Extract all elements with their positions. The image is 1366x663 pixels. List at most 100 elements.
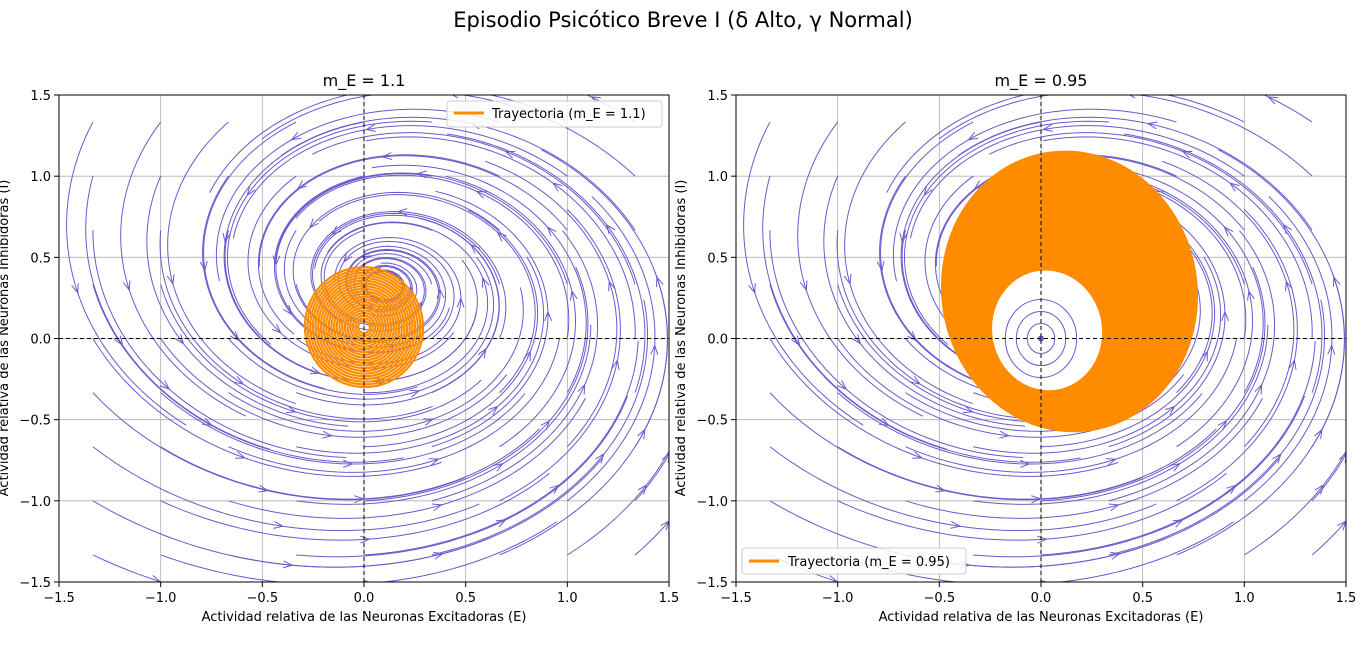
streamline <box>905 458 1280 568</box>
figure-title: Episodio Psicótico Breve I (δ Alto, γ No… <box>453 8 913 32</box>
streamline <box>445 175 577 448</box>
legend-label: Trayectoria (m_E = 1.1) <box>491 107 646 122</box>
stream-arrow <box>906 331 917 342</box>
streamline <box>1122 175 1254 448</box>
stream-arrow <box>322 430 333 439</box>
streamline <box>844 121 973 405</box>
streamline <box>215 108 500 282</box>
streamline <box>120 121 247 417</box>
stream-arrow <box>1165 405 1176 416</box>
stream-arrow <box>309 366 321 375</box>
streamline <box>226 120 432 346</box>
streamline <box>1176 271 1345 556</box>
stream-arrow <box>1040 579 1052 582</box>
streamline <box>769 392 1142 501</box>
tick-marks: −1.5−1.5 −1.0 −1.0 −0.5 −0.5 0.0 0.0 0.5 0.5 1.0 1… <box>696 89 1356 606</box>
streamline <box>228 397 586 519</box>
stream-arrow <box>799 280 808 292</box>
trajectory-loop <box>343 306 385 348</box>
x-tick-label: 1.0 <box>557 591 578 606</box>
legend-box <box>446 100 663 128</box>
stream-arrow <box>910 375 922 385</box>
streamline <box>973 395 1306 558</box>
streamline <box>363 267 589 502</box>
streamline <box>160 521 558 582</box>
stream-arrow <box>637 483 648 495</box>
stream-arrow <box>549 484 560 494</box>
stream-arrow <box>235 451 247 459</box>
y-tick-label: 1.5 <box>707 89 728 104</box>
stream-arrow <box>381 152 393 160</box>
stream-arrow <box>1288 358 1297 370</box>
stream-arrow <box>433 551 445 560</box>
stream-arrow <box>495 519 507 528</box>
y-tick-label: −0.5 <box>696 414 728 429</box>
stream-arrow <box>159 380 171 390</box>
streamline <box>431 190 549 448</box>
streamline <box>274 172 568 285</box>
x-tick-label: −1.0 <box>822 591 854 606</box>
streamline <box>1040 341 1316 556</box>
stream-arrow <box>229 331 240 342</box>
stream-arrow <box>962 405 974 414</box>
stream-arrow <box>843 274 852 286</box>
stream-arrow <box>258 484 270 493</box>
streamline <box>92 392 465 501</box>
stream-arrow <box>331 225 342 236</box>
stream-arrow <box>1267 96 1278 105</box>
streamline <box>567 196 656 502</box>
stream-arrow <box>1031 495 1042 504</box>
stream-arrow <box>1327 344 1336 355</box>
stream-arrow <box>577 383 586 395</box>
streamline <box>66 121 187 426</box>
streamline <box>431 299 649 556</box>
trajectory-loop <box>322 284 406 370</box>
streamline <box>934 154 1177 335</box>
stream-arrow <box>496 231 507 242</box>
streamline <box>1043 136 1313 339</box>
streamline <box>202 175 418 395</box>
trajectory-loop <box>317 279 411 375</box>
subplot-title: m_E = 1.1 <box>323 71 406 91</box>
stream-arrow <box>999 430 1010 439</box>
streamline <box>327 221 489 394</box>
reference-lines <box>59 95 669 582</box>
streamline <box>228 458 603 568</box>
stream-arrow <box>285 405 297 414</box>
stream-arrow <box>343 459 354 468</box>
y-tick-label: 0.0 <box>707 333 728 348</box>
stream-arrow <box>1217 419 1228 431</box>
streamline <box>228 287 524 432</box>
stream-arrow <box>290 131 302 141</box>
streamline <box>973 256 1222 454</box>
streamline <box>92 554 163 582</box>
streamline <box>203 121 325 390</box>
x-tick-label: 0.0 <box>1031 591 1052 606</box>
x-tick-label: 0.5 <box>455 591 476 606</box>
subplot-title: m_E = 0.95 <box>995 71 1088 91</box>
streamline <box>314 214 500 394</box>
stream-arrow <box>456 296 465 308</box>
subplot-right: −1.5−1.5 −1.0 −1.0 −0.5 −0.5 0.0 0.0 0.5 0.5 1.0 1… <box>674 71 1356 625</box>
trajectory-loop <box>346 309 382 346</box>
legend: Trayectoria (m_E = 0.95) <box>741 547 967 575</box>
streamline <box>1123 133 1323 393</box>
stream-arrow <box>343 252 353 264</box>
stream-arrow <box>422 418 434 426</box>
stream-arrow <box>544 310 553 322</box>
stream-arrow <box>1181 150 1193 159</box>
trajectory-loop <box>309 271 419 383</box>
stream-arrow <box>1105 458 1117 466</box>
stream-arrow <box>611 358 620 370</box>
x-tick-label: −1.5 <box>720 591 752 606</box>
streamline <box>1108 230 1276 502</box>
stream-arrow <box>1146 121 1158 130</box>
x-tick-label: 1.0 <box>1234 591 1255 606</box>
x-tick-label: 0.0 <box>354 591 375 606</box>
stream-arrow <box>415 170 427 179</box>
streamline <box>92 230 347 458</box>
stream-arrow <box>851 334 862 345</box>
streamline <box>634 520 669 556</box>
legend: Trayectoria (m_E = 1.1) <box>446 100 663 128</box>
streamline <box>209 95 568 193</box>
